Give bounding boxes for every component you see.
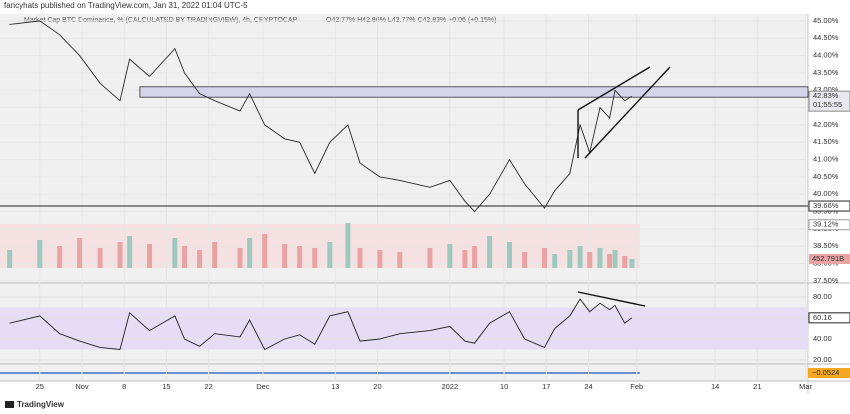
- price-last-box: [808, 90, 850, 112]
- y-tick-label: 40.50%: [813, 172, 839, 181]
- volume-bar: [57, 246, 63, 268]
- logo: [5, 401, 14, 408]
- volume-bar: [247, 238, 253, 268]
- price-last-label: 42.83%: [813, 91, 839, 100]
- volume-bar: [472, 246, 478, 268]
- rsi-last-box: [808, 312, 850, 324]
- volume-bar: [377, 250, 383, 268]
- y-tick-label: 41.50%: [813, 137, 839, 146]
- volume-bar: [172, 238, 178, 268]
- volume-bar: [597, 248, 603, 268]
- volume-bar: [312, 248, 318, 268]
- level-label: 39.66%: [813, 201, 839, 210]
- volume-bar: [37, 240, 43, 268]
- marker-label: 39.12%: [813, 220, 839, 229]
- x-tick-label: 21: [753, 382, 761, 391]
- resistance-zone: [139, 86, 809, 98]
- header: fancyhats published on TradingView.com, …: [4, 1, 248, 10]
- volume-last-label: 452.791B: [812, 254, 844, 263]
- volume-bar: [397, 252, 403, 268]
- x-tick-label: 20: [373, 382, 381, 391]
- volume-bar: [507, 242, 513, 268]
- x-tick-label: 24: [584, 382, 592, 391]
- x-tick-label: 15: [162, 382, 170, 391]
- series-line: [9, 20, 633, 213]
- volume-bar: [447, 244, 453, 268]
- x-tick-label: Dec: [256, 382, 270, 391]
- volume-bar: [522, 252, 528, 268]
- x-tick-label: 8: [122, 382, 126, 391]
- level-box: [808, 200, 850, 212]
- y-tick-label: 40.00%: [813, 189, 839, 198]
- rsi-last-label: 60.16: [813, 313, 832, 322]
- x-tick-label: Nov: [75, 382, 89, 391]
- volume-bar: [629, 258, 635, 268]
- volume-bar: [487, 236, 493, 268]
- volume-bar: [462, 250, 468, 268]
- y-tick-label: 20.00: [813, 355, 832, 364]
- volume-bar: [77, 238, 83, 268]
- volume-bar: [612, 250, 618, 268]
- y-tick-label: 41.00%: [813, 155, 839, 164]
- ohlc: O42.77% H42.86% L42.77% C42.83% +0.06 (+…: [326, 17, 496, 24]
- marker-box: [808, 219, 850, 231]
- volume-last-box: [809, 253, 850, 264]
- volume-bar: [541, 248, 547, 268]
- volume-bar: [262, 234, 268, 268]
- series-line: [9, 298, 633, 351]
- x-tick-label: Mar: [799, 382, 812, 391]
- indicator-box: [808, 368, 850, 378]
- x-tick-label: 25: [36, 382, 44, 391]
- volume-bar: [552, 254, 558, 268]
- x-tick-label: 10: [500, 382, 508, 391]
- volume-bar: [117, 242, 123, 268]
- volume-bar: [197, 250, 203, 268]
- volume-bar: [345, 223, 351, 268]
- volume-bar: [182, 246, 188, 268]
- footer-text: TradingView: [17, 400, 65, 409]
- volume-bar: [567, 250, 573, 268]
- x-tick-label: 13: [331, 382, 339, 391]
- volume-bar: [587, 252, 593, 268]
- volume-bar: [607, 254, 613, 268]
- y-tick-label: 44.50%: [813, 33, 839, 42]
- volume-bar: [7, 250, 13, 268]
- volume-bar: [212, 242, 218, 268]
- trend-line: [577, 291, 646, 307]
- volume-bar: [357, 248, 363, 268]
- x-tick-label: Feb: [630, 382, 643, 391]
- volume-bar: [282, 244, 288, 268]
- volume-bar: [127, 236, 133, 268]
- x-tick-label: 2022: [441, 382, 458, 391]
- y-tick-label: 43.50%: [813, 68, 839, 77]
- countdown: 01:55:55: [813, 100, 842, 109]
- y-tick-label: 80.00: [813, 292, 832, 301]
- volume-bar: [327, 242, 333, 268]
- indicator-label: −0.0524: [812, 368, 839, 377]
- volume-bar: [622, 256, 628, 268]
- annotations: [577, 66, 671, 307]
- y-tick-label: 44.00%: [813, 51, 839, 60]
- y-tick-label: 38.50%: [813, 241, 839, 250]
- trend-line: [584, 66, 671, 159]
- volume-bar: [297, 246, 303, 268]
- x-tick-label: 14: [711, 382, 719, 391]
- chart-title: Market Cap BTC Dominance, % (CALCULATED …: [24, 17, 298, 24]
- trend-line: [577, 66, 651, 111]
- y-tick-label: 43.00%: [813, 85, 839, 94]
- y-tick-label: 45.00%: [813, 16, 839, 25]
- y-tick-label: 40.00: [813, 334, 832, 343]
- y-tick-label: 42.00%: [813, 120, 839, 129]
- volume-bar: [577, 246, 583, 268]
- volume-bar: [97, 248, 103, 268]
- y-tick-label: 37.50%: [813, 276, 839, 285]
- footer: TradingView: [5, 400, 65, 409]
- volume-bar: [427, 248, 433, 268]
- rsi-band: [0, 307, 808, 350]
- x-tick-label: 17: [542, 382, 550, 391]
- x-tick-label: 22: [204, 382, 212, 391]
- volume-bar: [147, 244, 153, 268]
- volume-bar: [237, 248, 243, 268]
